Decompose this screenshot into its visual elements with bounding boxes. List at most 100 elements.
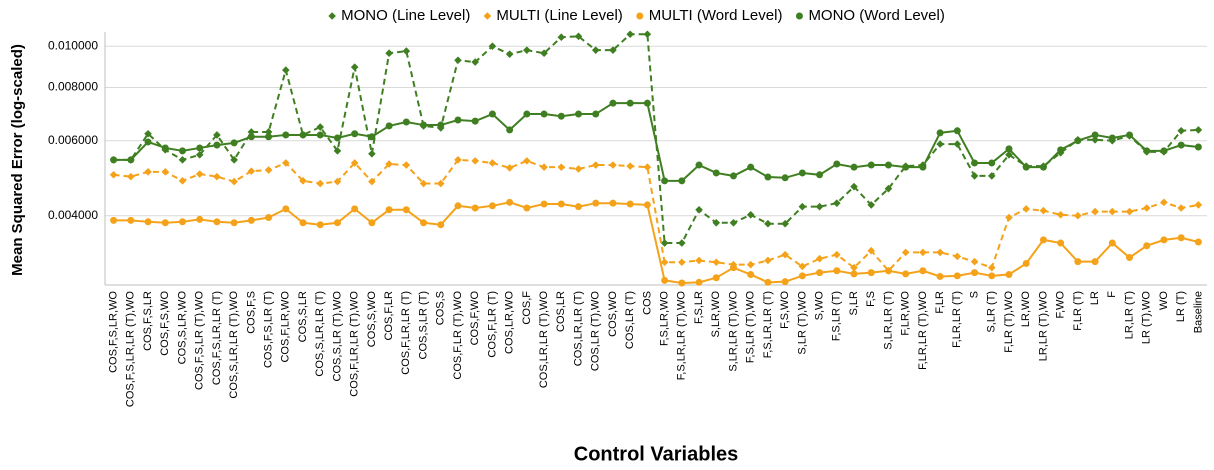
circle-marker [867,161,875,169]
diamond-marker [609,161,617,169]
diamond-marker [1177,127,1185,135]
circle-marker [540,200,548,208]
circle-marker [643,99,651,107]
circle-marker [437,121,445,129]
circle-marker [178,218,186,226]
x-tick-label: S,LR,LR (T),WO [727,291,739,372]
x-tick-label: S,WO [813,291,825,321]
circle-marker [1005,145,1013,153]
diamond-marker [1056,210,1065,219]
circle-marker [695,278,703,286]
x-tick-label: F,LR,WO [900,291,912,336]
circle-marker [678,279,686,287]
circle-marker [368,133,376,141]
circle-marker [540,110,548,118]
legend: MONO (Line Level) MULTI (Line Level) MULTI… [328,7,945,24]
circle-marker [282,131,290,139]
circle-marker [1194,238,1202,246]
diamond-marker [1177,204,1185,212]
legend-item: MONO (Word Level) [795,7,945,24]
diamond-marker [213,172,221,181]
diamond-marker [832,250,841,259]
diamond-marker [213,131,221,139]
diamond-marker [1091,135,1099,144]
circle-marker [557,112,565,120]
diamond-marker [1142,204,1151,212]
x-tick-label: COS,F,S,LR (T) [262,291,274,368]
circle-marker [213,141,221,149]
diamond-marker [781,219,789,228]
diamond-marker [144,129,152,138]
circle-marker [247,133,255,141]
circle-marker [488,110,496,118]
circle-marker [988,272,996,280]
x-tick-label: WO [1158,291,1170,310]
x-tick-label: COS,WO [607,291,619,337]
x-tick-label: F,S,LR [693,291,705,324]
circle-marker [747,163,755,171]
x-tick-label: F,LR,LR (T) [951,291,963,348]
circle-marker [385,122,393,130]
x-tick-label: COS,S [435,291,447,325]
circle-marker [781,174,789,182]
x-tick-label: F,LR (T) [1072,291,1084,331]
diamond-marker [695,205,703,214]
diamond-marker [471,157,480,165]
circle-marker [471,204,479,212]
diamond-marker [144,168,152,176]
circle-marker [557,200,565,208]
x-tick-label: COS,F,S,LR,LR (T),WO [125,291,137,408]
circle-marker [867,269,875,277]
circle-marker [230,139,238,147]
diamond-marker [161,168,170,176]
x-tick-label: S,LR,LR (T) [882,291,894,350]
diamond-marker [557,163,566,171]
y-axis-title: Mean Squared Error (log-scaled) [9,44,26,276]
circle-marker [712,274,720,282]
diamond-marker [987,172,996,180]
x-tick-label: COS,F,S,LR [142,291,154,351]
circle-marker [523,204,531,212]
circle-marker [230,219,238,227]
circle-marker [437,221,445,229]
x-tick-label: F,S,LR,LR (T),WO [676,291,688,381]
circle-marker [609,199,617,207]
circle-marker [850,163,858,171]
diamond-marker [609,46,617,54]
x-tick-label: COS,S,WO [366,291,378,348]
diamond-marker [385,49,393,58]
circle-marker [902,270,910,278]
series-line [113,158,1199,273]
y-tick-label: 0.008000 [48,80,98,94]
circle-marker [988,159,996,167]
circle-marker [833,160,841,168]
diamond-marker [1125,207,1134,216]
diamond-marker [230,156,238,164]
circle-marker [1005,271,1013,279]
diamond-marker [729,218,738,227]
diamond-marker [1194,201,1203,209]
diamond-marker [781,250,789,259]
x-tick-label: COS,S,LR,WO [176,291,188,365]
diamond-marker [557,33,566,42]
diamond-marker [316,179,325,188]
circle-marker [816,269,824,277]
diamond-marker [764,219,772,228]
diamond-marker [368,150,376,158]
x-tick-label: COS,F [521,291,533,325]
diamond-marker [523,46,531,54]
x-tick-label: COS,LR (T),WO [590,291,602,371]
diamond-marker [350,159,359,167]
diamond-marker [798,262,807,271]
x-tick-label: F,LR (T),WO [1003,291,1015,353]
circle-marker [1108,134,1116,142]
diamond-marker [678,258,686,267]
diamond-marker [178,156,187,164]
circle-marker [1160,147,1168,155]
legend-label: MONO (Line Level) [341,7,470,24]
x-tick-label: COS,LR,LR (T),WO [538,291,550,389]
diamond-marker [884,184,893,193]
circle-marker [506,126,514,134]
series-line [113,201,1199,284]
diamond-marker [643,163,652,171]
